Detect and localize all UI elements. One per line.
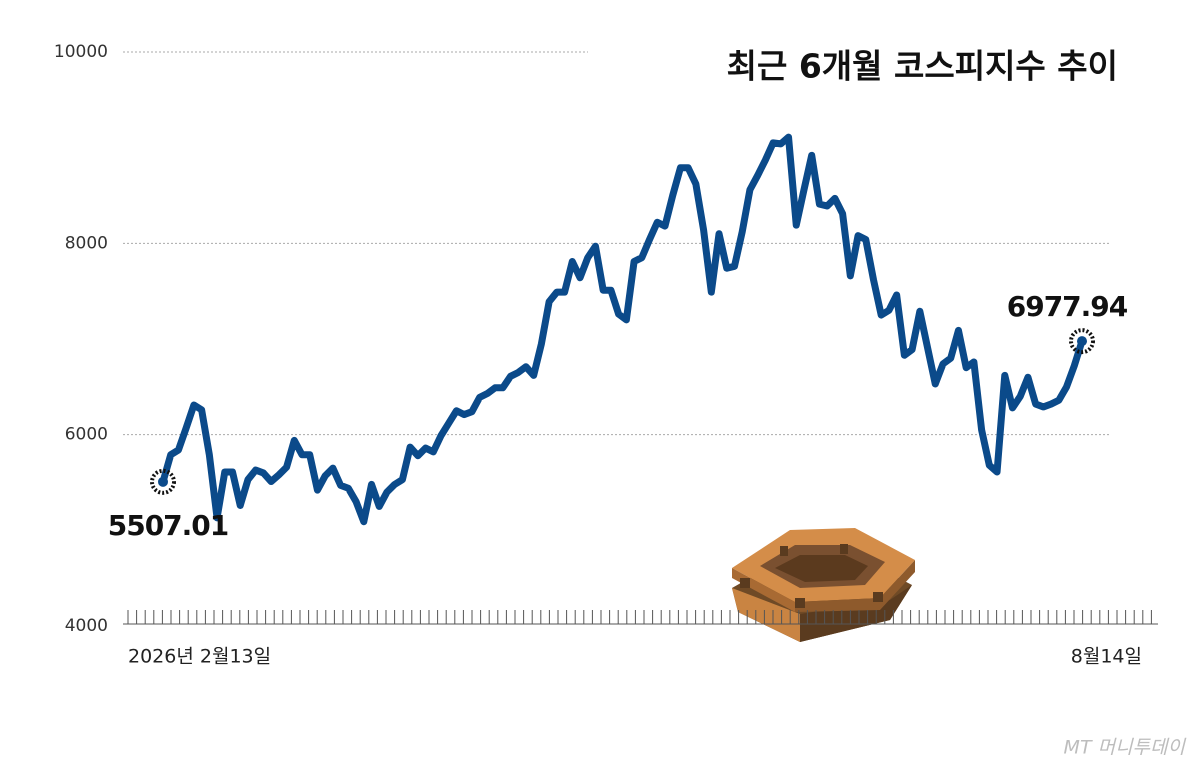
x-tick-label: 8월14일	[1071, 646, 1142, 668]
data-label: 6977.94	[1007, 290, 1128, 323]
end-marker-ring	[150, 468, 176, 495]
x-tick-label: 2026년 2월13일	[128, 646, 271, 668]
line	[159, 133, 1086, 526]
chart-title: 최근 6개월 코스피지수 추이	[727, 47, 1118, 86]
data-label: 5507.01	[108, 509, 229, 542]
end-marker	[1077, 336, 1087, 347]
y-tick-label: 6000	[65, 425, 108, 445]
box-illustration	[732, 528, 915, 642]
y-tick-label: 10000	[54, 42, 108, 62]
y-tick-label: 4000	[65, 616, 108, 636]
end-marker	[158, 476, 168, 487]
y-tick-label: 8000	[65, 233, 108, 253]
watermark: MT 머니투데이	[1064, 737, 1187, 759]
end-marker-ring	[1069, 328, 1095, 355]
